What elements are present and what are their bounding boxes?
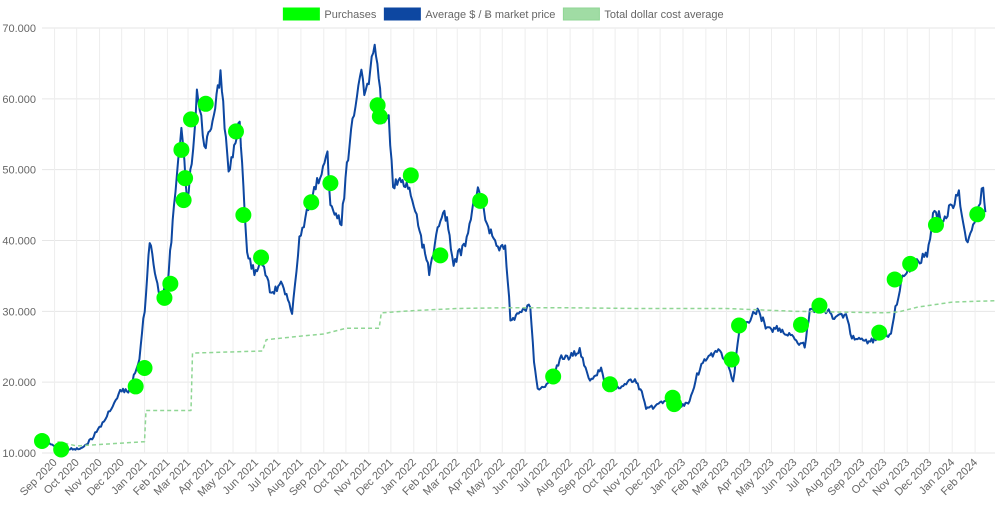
- y-tick-label: 60.000: [2, 94, 36, 106]
- legend-swatch: [282, 7, 320, 21]
- purchase-point[interactable]: [545, 368, 562, 385]
- legend-label: Total dollar cost average: [604, 9, 723, 21]
- purchase-point[interactable]: [182, 111, 199, 128]
- purchase-point[interactable]: [723, 351, 740, 368]
- purchase-point[interactable]: [601, 376, 618, 393]
- purchase-point[interactable]: [177, 170, 194, 187]
- purchase-point[interactable]: [303, 194, 320, 211]
- purchase-point[interactable]: [127, 378, 144, 395]
- purchase-point[interactable]: [53, 441, 70, 458]
- chart-grid: [42, 27, 995, 454]
- purchase-point[interactable]: [34, 432, 50, 449]
- legend-item[interactable]: Average $ / Ƀ market price: [383, 7, 555, 21]
- purchase-point[interactable]: [793, 316, 810, 333]
- purchase-point[interactable]: [811, 297, 828, 314]
- legend-item[interactable]: Purchases: [282, 7, 377, 21]
- y-tick-label: 70.000: [2, 23, 36, 35]
- legend-item[interactable]: Total dollar cost average: [562, 7, 724, 21]
- purchase-point[interactable]: [173, 141, 190, 158]
- purchase-point[interactable]: [666, 396, 683, 413]
- purchase-point[interactable]: [175, 192, 192, 209]
- purchase-point[interactable]: [371, 108, 388, 125]
- purchase-point[interactable]: [227, 123, 244, 140]
- purchase-point[interactable]: [731, 317, 748, 334]
- purchase-point[interactable]: [927, 216, 944, 233]
- purchase-points[interactable]: [34, 95, 986, 458]
- legend-label: Average $ / Ƀ market price: [425, 9, 555, 21]
- purchase-point[interactable]: [136, 360, 153, 376]
- y-axis-ticks: 70.000 60.000 50.000 40.000 30.000 20.000 10.0…: [2, 23, 36, 460]
- purchase-point[interactable]: [322, 175, 339, 192]
- purchase-point[interactable]: [432, 247, 449, 264]
- purchase-point[interactable]: [969, 206, 986, 223]
- market-price-line: [41, 43, 987, 453]
- purchase-point[interactable]: [902, 255, 919, 272]
- y-tick-label: 30.000: [2, 306, 36, 318]
- y-tick-label: 20.000: [2, 377, 36, 389]
- chart-legend[interactable]: Purchases Average $ / Ƀ market price Total…: [282, 7, 724, 21]
- purchase-point[interactable]: [886, 271, 903, 288]
- purchase-point[interactable]: [871, 324, 888, 341]
- chart-series: [41, 43, 996, 453]
- y-tick-label: 40.000: [2, 236, 36, 248]
- legend-label: Purchases: [324, 9, 376, 21]
- legend-swatch: [562, 7, 600, 21]
- y-tick-label: 50.000: [2, 165, 36, 177]
- purchase-point[interactable]: [402, 167, 419, 184]
- legend-swatch: [383, 7, 421, 21]
- y-tick-label: 10.000: [2, 448, 36, 460]
- purchase-point[interactable]: [156, 289, 173, 306]
- purchase-point[interactable]: [162, 275, 179, 292]
- purchase-point[interactable]: [472, 192, 489, 209]
- dollar-cost-average-line: [57, 299, 996, 447]
- purchase-point[interactable]: [197, 95, 214, 112]
- purchase-point[interactable]: [253, 249, 270, 266]
- purchase-point[interactable]: [235, 207, 252, 223]
